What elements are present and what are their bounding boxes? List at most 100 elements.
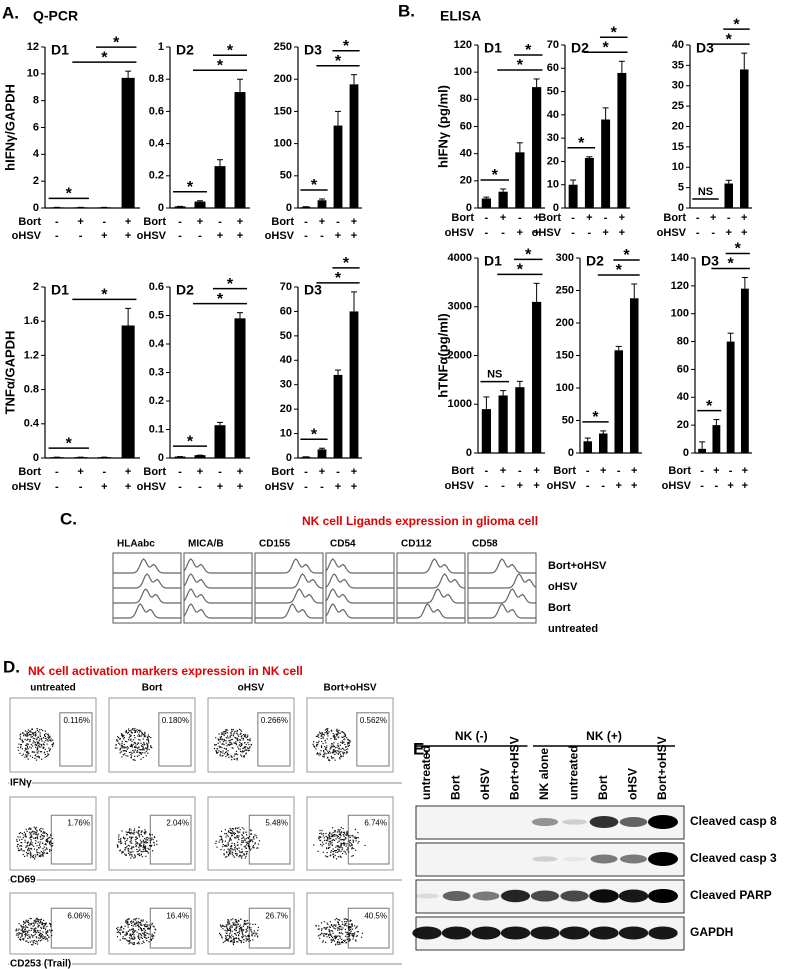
event-dot [21,740,23,742]
event-dot [355,927,357,929]
event-dot [148,837,150,839]
event-dot [125,746,127,749]
event-dot [229,839,231,841]
event-dot [32,925,34,927]
event-dot [330,745,332,747]
event-dot [125,755,127,757]
event-dot [132,832,134,835]
event-dot [38,939,40,942]
event-dot [137,748,139,750]
event-dot [334,839,336,841]
event-dot [37,741,39,743]
event-dot [229,929,232,931]
significance-label: * [66,186,73,203]
event-dot [34,757,36,759]
event-dot [249,923,251,925]
event-dot [40,927,42,929]
event-dot [48,736,50,738]
event-dot [136,921,138,923]
event-dot [241,743,243,745]
y-tick-label: 0.2 [149,170,164,182]
band [562,819,587,825]
event-dot [130,833,132,835]
event-dot [345,918,347,920]
dot-plot-box [306,796,394,871]
y-tick-label: 0.2 [149,395,164,407]
event-dot [134,737,136,739]
event-dot [138,742,140,744]
event-dot [33,856,35,858]
event-dot [321,733,324,735]
event-dot [141,831,143,833]
event-dot [147,745,149,747]
event-dot [20,842,22,844]
event-dot [342,852,344,855]
event-dot [48,749,51,751]
event-dot [35,920,37,923]
event-dot [37,930,39,932]
event-dot [249,829,252,831]
event-dot [127,831,129,833]
event-dot [145,850,147,852]
y-tick-label: 80 [677,335,689,347]
event-dot [241,855,243,857]
event-dot [241,937,244,939]
event-dot [25,734,27,736]
event-dot [135,845,137,847]
condition-sign: - [588,227,592,239]
condition-sign: + [727,480,733,492]
event-dot [31,736,33,738]
gate-percent: 2.04% [166,818,189,827]
event-dot [333,856,335,859]
event-dot [141,732,144,734]
event-dot [239,733,241,735]
event-dot [245,752,247,754]
y-tick-label: 20 [672,120,684,132]
event-dot [356,926,358,928]
event-dot [42,743,44,745]
event-dot [26,841,29,844]
event-dot [247,739,249,741]
event-dot [146,932,148,934]
bar [568,184,578,208]
event-dot [239,924,241,926]
event-dot [30,836,32,838]
event-dot [41,758,43,760]
event-dot [130,929,132,931]
bar [515,152,525,208]
event-dot [219,753,221,755]
event-dot [129,730,131,732]
event-dot [249,840,252,842]
event-dot [29,937,31,939]
event-dot [345,942,347,944]
event-dot [338,732,340,734]
event-dot [29,848,31,850]
event-dot [245,753,247,755]
event-dot [134,930,137,932]
event-dot [40,831,42,833]
event-dot [30,736,32,738]
event-dot [33,826,35,828]
event-dot [239,750,242,752]
event-dot [17,843,19,846]
significance-label: * [343,38,350,55]
event-dot [129,934,131,936]
event-dot [42,937,44,939]
event-dot [223,854,225,856]
y-tick-label: 35 [672,59,684,71]
event-dot [346,932,348,934]
event-dot [26,751,28,754]
event-dot [148,848,150,850]
event-dot [138,936,140,939]
event-dot [329,831,331,833]
event-dot [30,852,32,854]
event-dot [222,941,224,944]
event-dot [45,840,47,842]
event-dot [147,734,149,736]
event-dot [231,845,233,847]
event-dot [28,936,30,938]
event-dot [19,845,21,847]
event-dot [43,744,45,746]
lane-label: oHSV [626,768,640,800]
event-dot [20,744,22,746]
